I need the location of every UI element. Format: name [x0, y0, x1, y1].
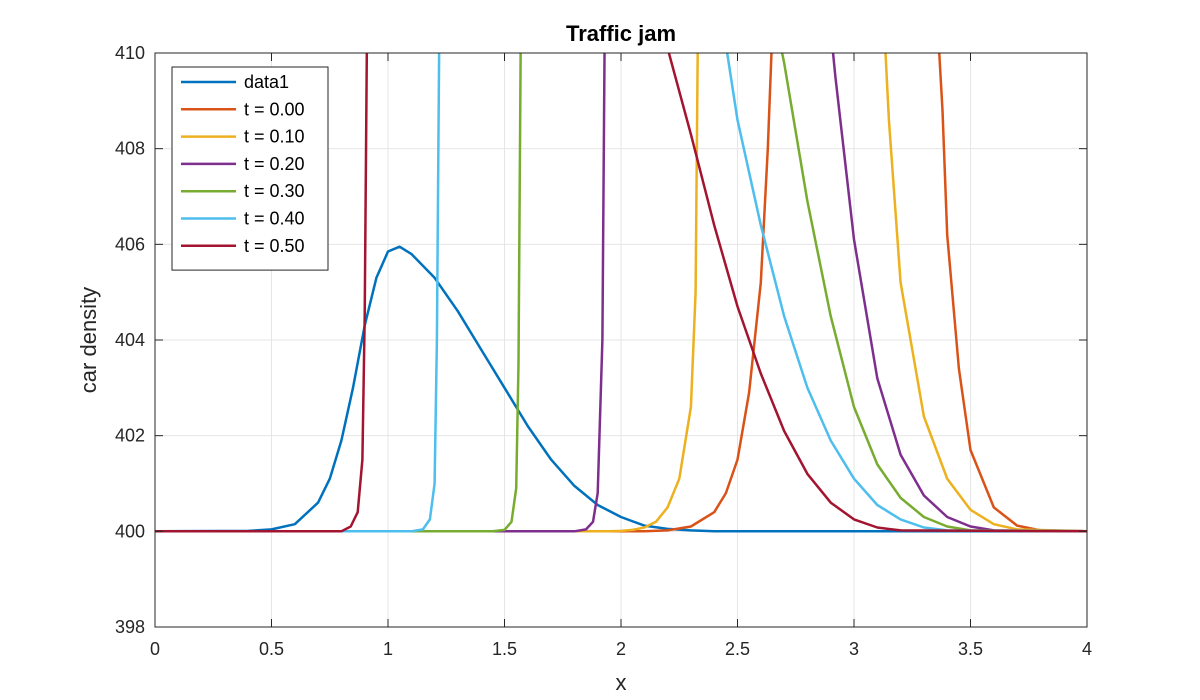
series-line-3 — [155, 53, 1087, 533]
y-tick-label: 402 — [115, 426, 145, 446]
x-tick-label: 0 — [150, 639, 160, 659]
legend-entry: t = 0.50 — [244, 236, 305, 256]
series-line-5 — [155, 53, 1087, 533]
y-tick-label: 398 — [115, 617, 145, 637]
legend-entry: t = 0.10 — [244, 127, 305, 147]
series-line-1 — [155, 53, 1087, 533]
axis-ticks — [154, 52, 1088, 628]
chart-title: Traffic jam — [566, 21, 676, 46]
x-tick-label: 4 — [1082, 639, 1092, 659]
legend-entry: t = 0.40 — [244, 209, 305, 229]
y-tick-label: 406 — [115, 234, 145, 254]
legend-entry: t = 0.30 — [244, 181, 305, 201]
x-axis-label: x — [616, 670, 627, 695]
legend: data1 t = 0.00 t = 0.10 t = 0.20 t = 0.30 t =… — [171, 66, 329, 271]
legend-entry: t = 0.20 — [244, 154, 305, 174]
series-layer — [155, 53, 1087, 533]
y-tick-label: 400 — [115, 521, 145, 541]
legend-entry: data1 — [244, 72, 289, 92]
x-tick-label: 1.5 — [492, 639, 517, 659]
y-tick-label: 404 — [115, 330, 145, 350]
series-line-2 — [155, 53, 1087, 533]
tick-labels: 0 0.5 1 1.5 2 2.5 3 3.5 4 398 400 402 404 406 408 410 — [115, 43, 1092, 659]
series-line-0 — [155, 245, 1087, 533]
x-tick-label: 2 — [616, 639, 626, 659]
y-tick-label: 408 — [115, 139, 145, 159]
x-tick-label: 3 — [849, 639, 859, 659]
series-line-4 — [155, 53, 1087, 533]
x-tick-label: 2.5 — [725, 639, 750, 659]
series-line-6 — [155, 53, 1087, 533]
x-tick-label: 0.5 — [259, 639, 284, 659]
x-tick-label: 3.5 — [958, 639, 983, 659]
y-tick-label: 410 — [115, 43, 145, 63]
x-tick-label: 1 — [383, 639, 393, 659]
y-axis-label: car density — [76, 287, 101, 393]
legend-box — [171, 66, 329, 271]
legend-entry: t = 0.00 — [244, 99, 305, 119]
